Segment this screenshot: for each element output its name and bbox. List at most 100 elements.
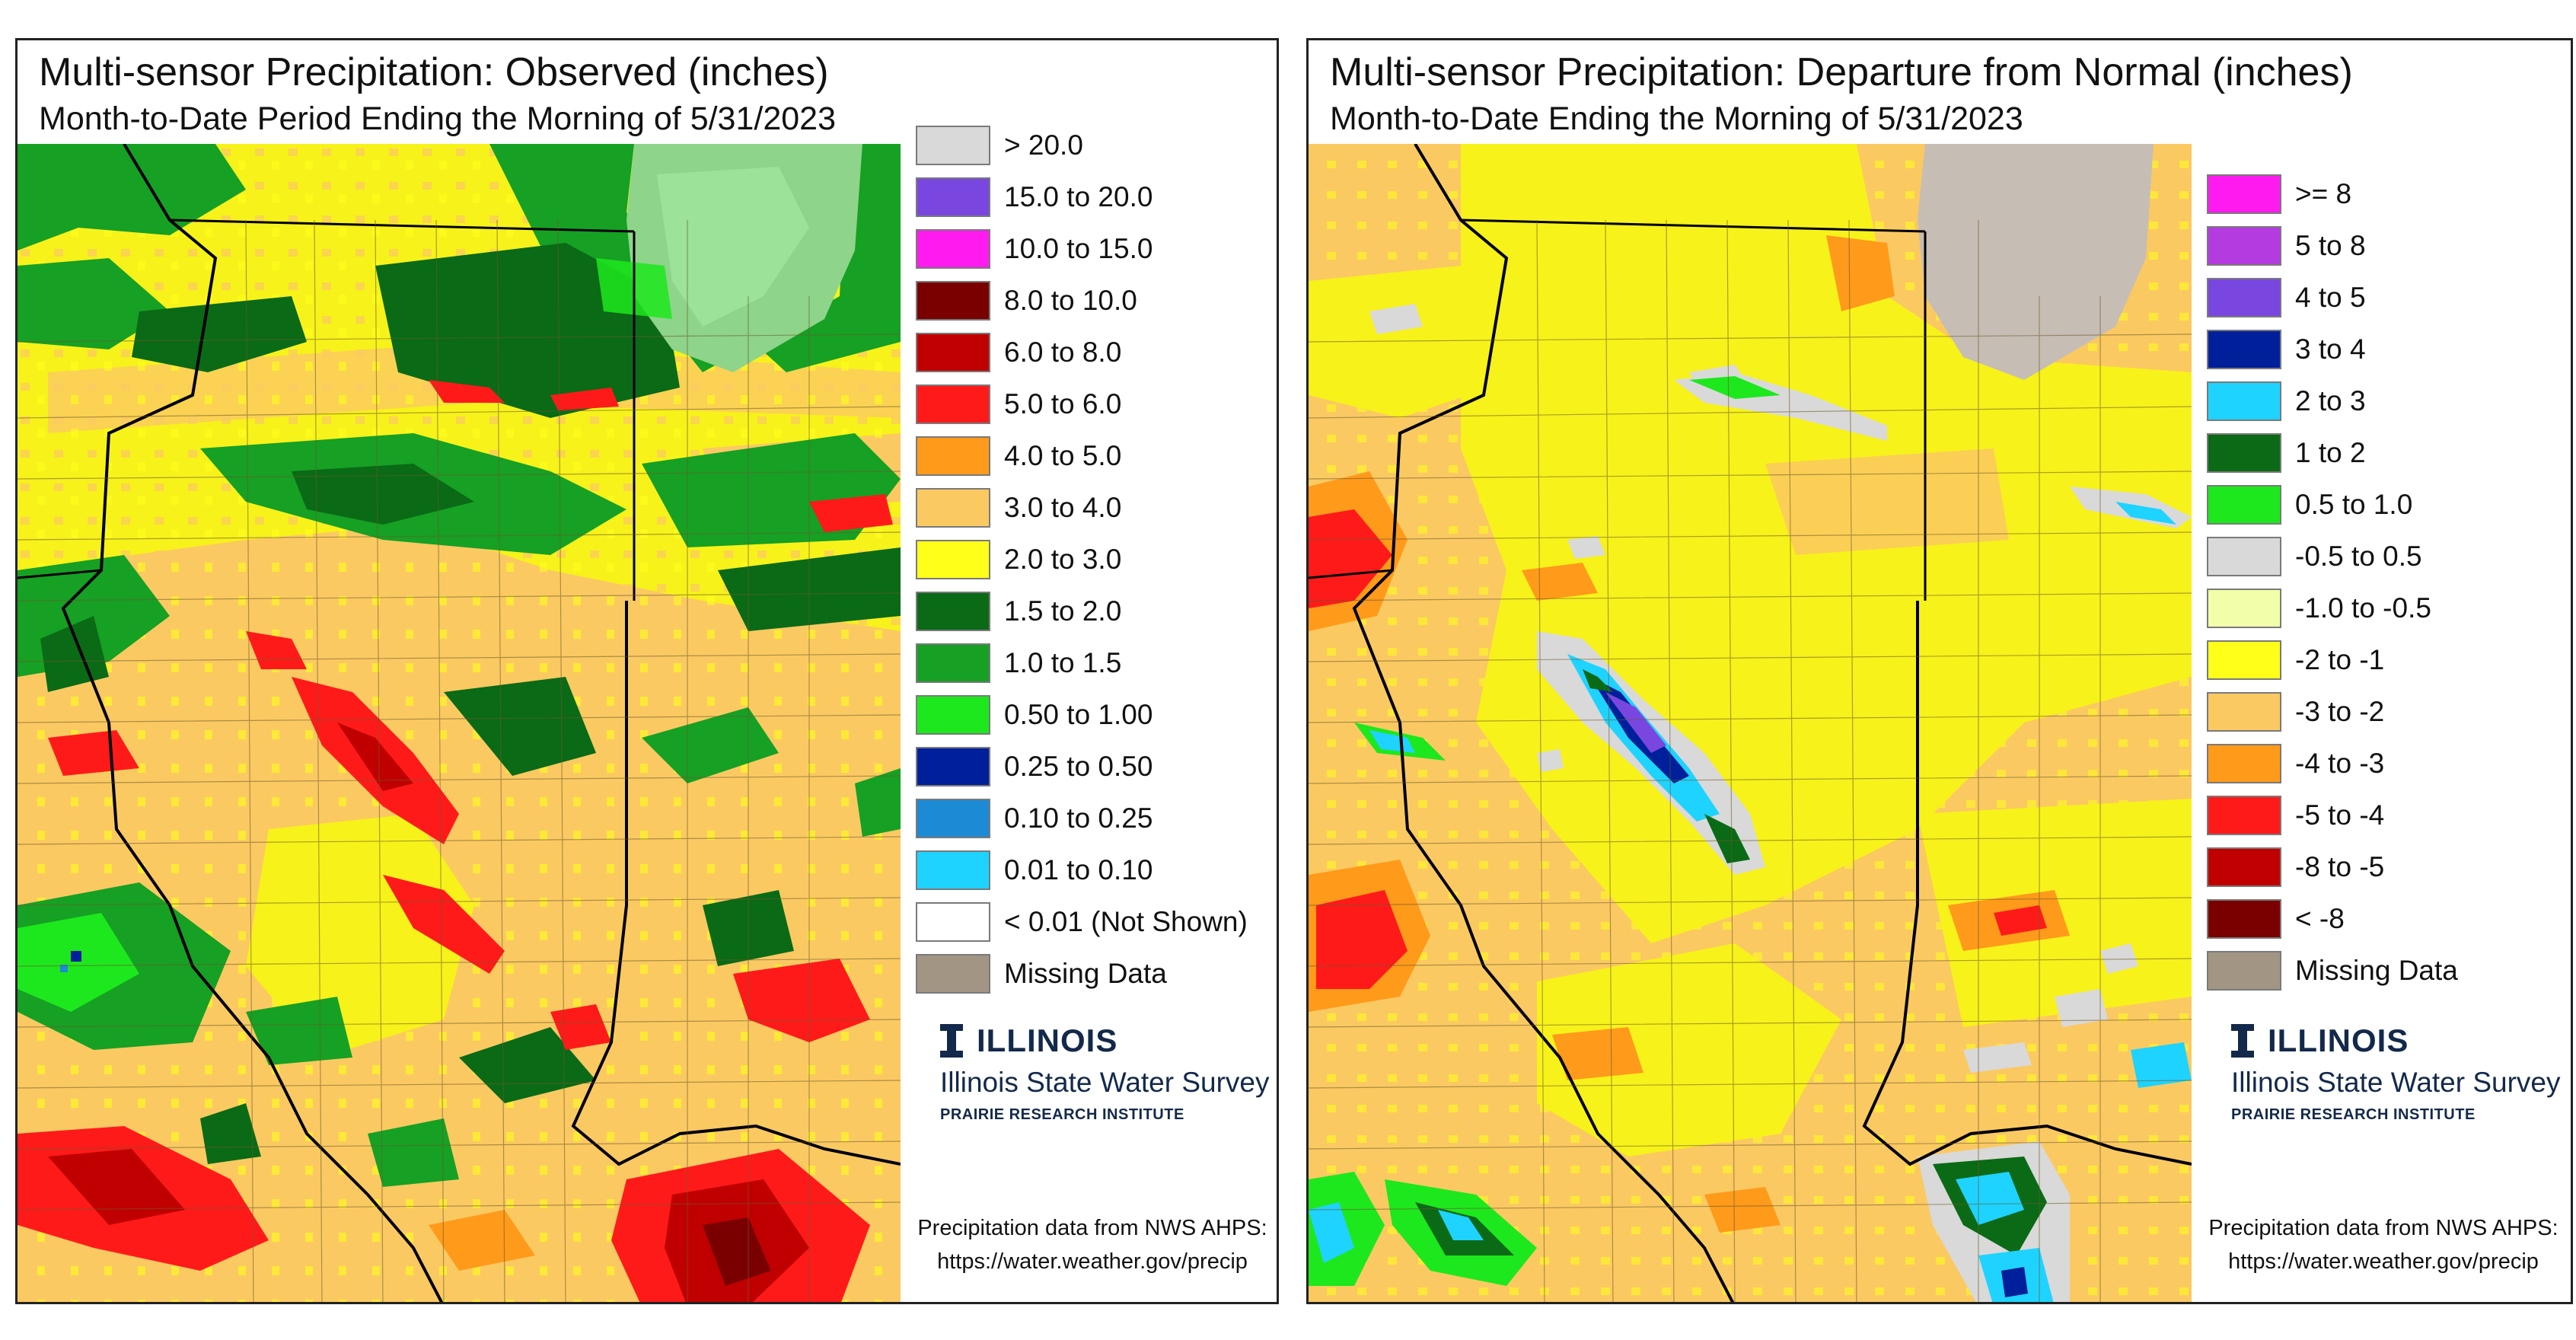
block-i-icon bbox=[940, 1024, 963, 1058]
legend-item: 15.0 to 20.0 bbox=[916, 176, 1153, 219]
legend-item: -5 to -4 bbox=[2207, 794, 2384, 837]
legend-swatch bbox=[2207, 951, 2281, 991]
legend-label: 1.0 to 1.5 bbox=[1004, 647, 1122, 678]
legend-swatch bbox=[2207, 330, 2281, 369]
legend-item: 2 to 3 bbox=[2207, 380, 2366, 423]
legend-swatch bbox=[916, 488, 990, 528]
legend-item: Missing Data bbox=[2207, 949, 2458, 992]
legend-swatch bbox=[2207, 174, 2281, 214]
legend-label: -2 to -1 bbox=[2295, 644, 2385, 675]
legend-swatch bbox=[2207, 640, 2281, 680]
legend-item: -4 to -3 bbox=[2207, 742, 2384, 785]
panel-subtitle: Month-to-Date Ending the Morning of 5/31… bbox=[1330, 100, 2023, 137]
legend-label: 5 to 8 bbox=[2295, 230, 2366, 261]
departure-panel: Multi-sensor Precipitation: Departure fr… bbox=[1306, 38, 2573, 1304]
legend-item: 8.0 to 10.0 bbox=[916, 279, 1137, 322]
legend-label: 10.0 to 15.0 bbox=[1004, 233, 1153, 264]
legend-label: 15.0 to 20.0 bbox=[1004, 181, 1153, 212]
legend-swatch bbox=[916, 799, 990, 838]
legend-swatch bbox=[916, 592, 990, 631]
legend-swatch bbox=[916, 643, 990, 683]
legend-swatch bbox=[2207, 692, 2281, 732]
legend-item: 5 to 8 bbox=[2207, 225, 2366, 267]
legend-item: 3.0 to 4.0 bbox=[916, 487, 1121, 529]
logo-institute: PRAIRIE RESEARCH INSTITUTE bbox=[940, 1106, 1184, 1123]
legend-label: 4.0 to 5.0 bbox=[1004, 440, 1122, 471]
departure-map bbox=[1309, 144, 2192, 1302]
legend-label: 2 to 3 bbox=[2295, 385, 2366, 416]
legend-item: -2 to -1 bbox=[2207, 639, 2384, 681]
legend-label: Missing Data bbox=[2295, 955, 2458, 986]
legend-swatch bbox=[916, 229, 990, 269]
legend-swatch bbox=[916, 384, 990, 424]
legend-swatch bbox=[2207, 485, 2281, 525]
block-i-icon bbox=[2231, 1024, 2254, 1058]
observed-precip-panel: Multi-sensor Precipitation: Observed (in… bbox=[15, 38, 1279, 1304]
legend-swatch bbox=[2207, 847, 2281, 887]
legend-item: 4 to 5 bbox=[2207, 276, 2366, 319]
legend-label: -8 to -5 bbox=[2295, 851, 2385, 882]
illinois-logo: ILLINOIS Illinois State Water Survey PRA… bbox=[940, 1023, 1270, 1124]
legend-label: 2.0 to 3.0 bbox=[1004, 544, 1122, 575]
legend-item: 2.0 to 3.0 bbox=[916, 538, 1121, 581]
legend-item: Missing Data bbox=[916, 952, 1167, 995]
legend-item: 3 to 4 bbox=[2207, 328, 2366, 371]
legend-swatch bbox=[2207, 381, 2281, 421]
legend-item: 1.5 to 2.0 bbox=[916, 590, 1121, 633]
legend-label: 0.50 to 1.00 bbox=[1004, 699, 1153, 730]
legend-swatch bbox=[916, 281, 990, 321]
legend-item: 0.50 to 1.00 bbox=[916, 694, 1153, 736]
legend-item: 10.0 to 15.0 bbox=[916, 228, 1153, 270]
legend-label: 0.10 to 0.25 bbox=[1004, 802, 1153, 834]
logo-wordmark: ILLINOIS bbox=[2268, 1023, 2409, 1058]
logo-org: Illinois State Water Survey bbox=[940, 1067, 1270, 1098]
credit-line: Precipitation data from NWS AHPS: bbox=[2208, 1216, 2558, 1240]
logo-institute: PRAIRIE RESEARCH INSTITUTE bbox=[2231, 1106, 2476, 1123]
legend-item: 0.01 to 0.10 bbox=[916, 849, 1153, 892]
legend-swatch bbox=[2207, 899, 2281, 939]
legend-item: 4.0 to 5.0 bbox=[916, 435, 1121, 477]
legend-swatch bbox=[916, 850, 990, 890]
legend-item: < -8 bbox=[2207, 898, 2345, 940]
legend-swatch bbox=[916, 747, 990, 786]
legend-item: 1.0 to 1.5 bbox=[916, 642, 1121, 684]
legend-item: 6.0 to 8.0 bbox=[916, 331, 1121, 374]
legend-item: 0.5 to 1.0 bbox=[2207, 483, 2412, 526]
legend-label: 1 to 2 bbox=[2295, 437, 2366, 468]
legend-swatch bbox=[916, 540, 990, 579]
legend-label: 8.0 to 10.0 bbox=[1004, 285, 1137, 316]
illinois-border bbox=[61, 144, 444, 1302]
legend-label: 1.5 to 2.0 bbox=[1004, 595, 1122, 627]
legend-item: -8 to -5 bbox=[2207, 846, 2384, 889]
lake-michigan bbox=[1918, 144, 2154, 380]
legend-item: > 20.0 bbox=[916, 124, 1083, 167]
legend-label: 5.0 to 6.0 bbox=[1004, 388, 1122, 420]
legend-label: -5 to -4 bbox=[2295, 799, 2385, 831]
legend-label: 3.0 to 4.0 bbox=[1004, 492, 1122, 523]
legend-item: 0.10 to 0.25 bbox=[916, 797, 1153, 840]
panel-subtitle: Month-to-Date Period Ending the Morning … bbox=[39, 100, 836, 137]
legend-item: -0.5 to 0.5 bbox=[2207, 535, 2422, 578]
legend-swatch bbox=[916, 126, 990, 165]
panel-title: Multi-sensor Precipitation: Departure fr… bbox=[1330, 50, 2353, 94]
legend-label: 4 to 5 bbox=[2295, 282, 2366, 313]
legend-label: 0.25 to 0.50 bbox=[1004, 751, 1153, 782]
legend-label: -4 to -3 bbox=[2295, 748, 2385, 779]
legend-label: < -8 bbox=[2295, 903, 2345, 934]
legend-label: -3 to -2 bbox=[2295, 696, 2385, 727]
observed-precip-map bbox=[18, 144, 901, 1302]
credit-url: https://water.weather.gov/precip bbox=[937, 1249, 1248, 1274]
legend-label: 6.0 to 8.0 bbox=[1004, 337, 1122, 368]
illinois-logo: ILLINOIS Illinois State Water Survey PRA… bbox=[2231, 1023, 2561, 1124]
legend-label: -1.0 to -0.5 bbox=[2295, 592, 2431, 624]
legend-label: -0.5 to 0.5 bbox=[2295, 541, 2422, 572]
logo-org: Illinois State Water Survey bbox=[2231, 1067, 2561, 1098]
legend-swatch bbox=[2207, 796, 2281, 835]
legend-item: -1.0 to -0.5 bbox=[2207, 587, 2431, 630]
legend-label: > 20.0 bbox=[1004, 129, 1083, 161]
credit-line: Precipitation data from NWS AHPS: bbox=[917, 1216, 1267, 1240]
legend-item: 5.0 to 6.0 bbox=[916, 383, 1121, 426]
legend-swatch bbox=[916, 695, 990, 735]
legend-swatch bbox=[916, 333, 990, 372]
legend-item: >= 8 bbox=[2207, 173, 2351, 215]
